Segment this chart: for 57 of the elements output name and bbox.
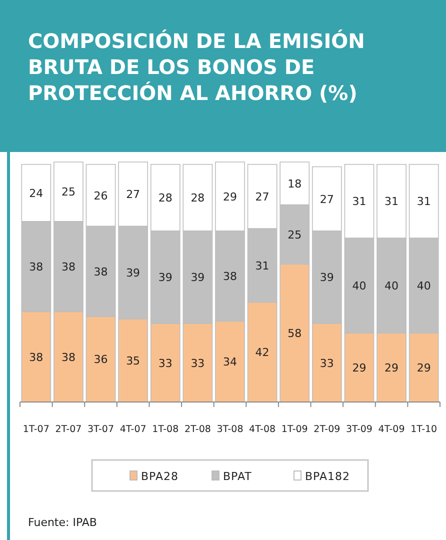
data-label: 36 xyxy=(94,353,108,366)
data-label: 39 xyxy=(190,271,205,284)
data-label: 26 xyxy=(94,189,108,202)
data-label: 27 xyxy=(320,192,334,206)
x-tick-label: 3T-07 xyxy=(88,424,114,435)
data-label: 31 xyxy=(384,195,399,208)
data-label: 18 xyxy=(288,177,302,190)
data-label: 25 xyxy=(288,228,302,242)
data-label: 24 xyxy=(29,186,44,200)
data-label: 38 xyxy=(61,350,76,364)
data-label: 33 xyxy=(158,356,172,370)
legend-label: BPAT xyxy=(223,470,252,483)
x-tick-label: 1T-07 xyxy=(22,424,50,435)
data-label: 25 xyxy=(61,186,76,199)
data-label: 31 xyxy=(255,259,270,272)
source-note: Fuente: IPAB xyxy=(28,516,97,529)
data-label: 31 xyxy=(352,195,366,208)
data-label: 29 xyxy=(384,362,399,375)
x-tick-label: 1T-10 xyxy=(410,424,438,435)
data-label: 33 xyxy=(190,356,205,370)
x-tick-label: 4T-07 xyxy=(120,424,146,435)
x-tick-label: 4T-09 xyxy=(378,424,405,435)
x-tick-label: 1T-09 xyxy=(281,424,308,435)
data-label: 29 xyxy=(416,362,431,375)
data-label: 27 xyxy=(255,190,270,204)
data-label: 31 xyxy=(416,195,431,208)
data-label: 39 xyxy=(126,266,140,280)
legend-label: BPA28 xyxy=(141,470,178,483)
data-label: 29 xyxy=(352,362,366,375)
data-label: 38 xyxy=(61,260,76,274)
data-label: 39 xyxy=(158,271,172,284)
data-label: 33 xyxy=(320,356,334,370)
x-tick-label: 1T-08 xyxy=(152,424,179,435)
x-tick-label: 2T-09 xyxy=(314,424,340,435)
data-label: 28 xyxy=(158,192,172,205)
data-label: 42 xyxy=(255,346,270,360)
data-label: 29 xyxy=(223,190,237,204)
x-tick-label: 2T-07 xyxy=(55,424,82,435)
data-label: 40 xyxy=(416,280,431,293)
x-tick-label: 4T-08 xyxy=(249,424,276,435)
data-label: 39 xyxy=(320,271,334,284)
data-label: 34 xyxy=(223,356,237,369)
x-tick-label: 3T-09 xyxy=(346,424,372,435)
chart-title: COMPOSICIÓN DE LA EMISIÓN BRUTA DE LOS BONOS DE PROTECCIÓN AL AHORRO (%) xyxy=(28,29,365,105)
data-label: 38 xyxy=(94,265,108,278)
legend-label: BPA182 xyxy=(305,470,350,483)
x-tick-label: 2T-08 xyxy=(184,424,211,435)
data-label: 38 xyxy=(29,350,44,364)
data-label: 38 xyxy=(223,270,237,284)
data-label: 40 xyxy=(384,280,399,293)
data-label: 35 xyxy=(126,354,140,368)
data-label: 28 xyxy=(190,192,205,205)
x-tick-label: 3T-08 xyxy=(216,424,244,435)
data-label: 38 xyxy=(29,260,44,274)
data-label: 27 xyxy=(126,188,140,202)
data-label: 40 xyxy=(352,280,366,293)
data-label: 58 xyxy=(288,327,302,340)
